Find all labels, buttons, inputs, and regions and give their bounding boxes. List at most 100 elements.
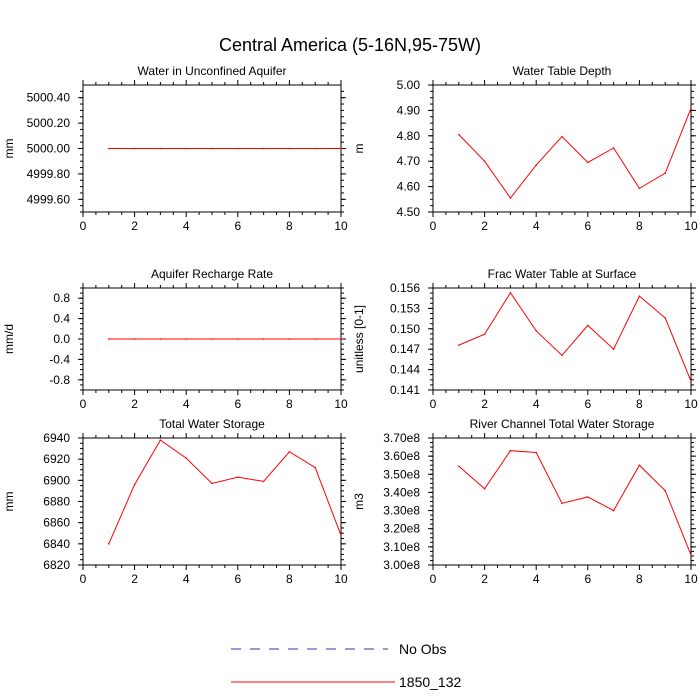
data-point — [262, 338, 265, 340]
y-tick-label: 6940 — [43, 431, 70, 445]
y-tick-label: 3.20e8 — [383, 522, 420, 536]
data-point — [664, 489, 666, 492]
y-tick-label: 6820 — [43, 558, 70, 572]
y-axis-label: mm/d — [2, 324, 16, 354]
data-point — [288, 338, 291, 340]
data-point — [535, 330, 537, 332]
data-point — [509, 449, 512, 452]
y-tick-label: 6900 — [43, 473, 70, 487]
legend-label-no-obs: No Obs — [399, 641, 446, 657]
y-tick-label: 3.50e8 — [383, 467, 420, 481]
data-point — [638, 295, 641, 297]
data-point — [133, 338, 136, 340]
y-axis-label: m — [352, 144, 366, 154]
y-tick-label: 3.60e8 — [383, 449, 420, 463]
data-point — [314, 466, 317, 469]
y-tick-label: 5000.20 — [27, 116, 71, 130]
x-tick-label: 2 — [131, 397, 138, 411]
series-line-1850_132 — [108, 439, 342, 545]
y-tick-label: 4.50 — [397, 205, 421, 219]
x-tick-label: 10 — [334, 572, 348, 586]
x-tick-label: 8 — [636, 572, 643, 586]
y-tick-label: 4.60 — [397, 180, 421, 194]
y-tick-label: 0.156 — [390, 281, 420, 295]
panel-title: River Channel Total Water Storage — [470, 417, 655, 431]
x-tick-label: 10 — [684, 397, 698, 411]
plot-frame — [82, 437, 342, 566]
y-tick-label: 3.70e8 — [383, 431, 420, 445]
x-tick-label: 4 — [533, 219, 540, 233]
data-point — [664, 172, 666, 174]
panel-title: Frac Water Table at Surface — [488, 267, 637, 281]
y-tick-label: 5000.40 — [27, 91, 71, 105]
x-tick-label: 4 — [183, 572, 190, 586]
y-axis-label: unitless [0-1] — [352, 305, 366, 373]
x-tick-label: 0 — [430, 219, 437, 233]
legend-label-1850-132: 1850_132 — [399, 674, 462, 690]
x-tick-label: 4 — [533, 572, 540, 586]
y-tick-label: 0.153 — [390, 301, 420, 315]
y-tick-label: 0.4 — [53, 312, 70, 326]
x-tick-label: 8 — [636, 397, 643, 411]
y-tick-label: -0.8 — [49, 373, 70, 387]
data-point — [612, 348, 615, 351]
y-tick-label: 0.150 — [390, 322, 420, 336]
y-tick-label: 0.147 — [390, 342, 420, 356]
x-tick-label: 0 — [430, 397, 437, 411]
data-point — [133, 483, 136, 486]
x-tick-label: 0 — [80, 397, 87, 411]
y-tick-label: 4.80 — [397, 129, 421, 143]
data-point — [288, 450, 291, 453]
x-tick-label: 4 — [533, 397, 540, 411]
y-tick-label: 0.141 — [390, 383, 420, 397]
y-tick-label: 6880 — [43, 495, 70, 509]
plot-frame — [432, 437, 692, 566]
x-tick-label: 0 — [80, 219, 87, 233]
y-tick-label: 0.0 — [53, 332, 70, 346]
panel-3: Frac Water Table at Surface 0 2 4 6 8 10 0.141 0… — [352, 267, 698, 411]
x-tick-label: 8 — [286, 397, 293, 411]
data-point — [690, 380, 692, 382]
x-tick-label: 6 — [584, 397, 591, 411]
x-tick-label: 4 — [183, 219, 190, 233]
data-point — [509, 197, 512, 199]
data-point — [237, 338, 239, 340]
y-tick-label: 0.8 — [53, 291, 70, 305]
data-point — [340, 147, 342, 150]
panel-title: Aquifer Recharge Rate — [151, 267, 273, 281]
x-tick-label: 2 — [131, 572, 138, 586]
data-point — [690, 107, 692, 110]
data-point — [340, 338, 342, 340]
data-point — [237, 476, 239, 478]
data-point — [262, 480, 265, 483]
x-tick-label: 8 — [286, 219, 293, 233]
data-point — [612, 147, 615, 149]
data-point — [483, 160, 486, 162]
data-point — [108, 543, 110, 545]
data-point — [314, 147, 317, 150]
panel-4: Total Water Storage 0 2 4 6 8 10 6820 6840 6860 68… — [2, 417, 348, 586]
x-tick-label: 2 — [481, 572, 488, 586]
data-point — [133, 147, 136, 150]
y-tick-label: 3.10e8 — [383, 540, 420, 554]
y-axis-label: mm — [2, 139, 16, 159]
data-point — [108, 147, 110, 150]
data-point — [561, 354, 563, 357]
panel-2: Aquifer Recharge Rate 0 2 4 6 8 10 -0.8 -0.4 0.0 0… — [2, 267, 348, 411]
data-point — [690, 554, 692, 556]
x-tick-label: 0 — [430, 572, 437, 586]
y-tick-label: 6840 — [43, 537, 70, 551]
series-line-1850_132 — [458, 291, 692, 382]
y-tick-label: 0.144 — [390, 363, 420, 377]
y-tick-label: 6920 — [43, 452, 70, 466]
x-tick-label: 2 — [481, 219, 488, 233]
data-point — [561, 502, 563, 505]
y-axis-label: mm — [2, 492, 16, 512]
x-tick-label: 6 — [584, 219, 591, 233]
y-tick-label: -0.4 — [49, 352, 70, 366]
data-point — [340, 534, 342, 537]
panel-title: Water in Unconfined Aquifer — [138, 64, 287, 78]
y-tick-label: 3.30e8 — [383, 504, 420, 518]
data-point — [509, 291, 512, 294]
x-tick-label: 0 — [80, 572, 87, 586]
